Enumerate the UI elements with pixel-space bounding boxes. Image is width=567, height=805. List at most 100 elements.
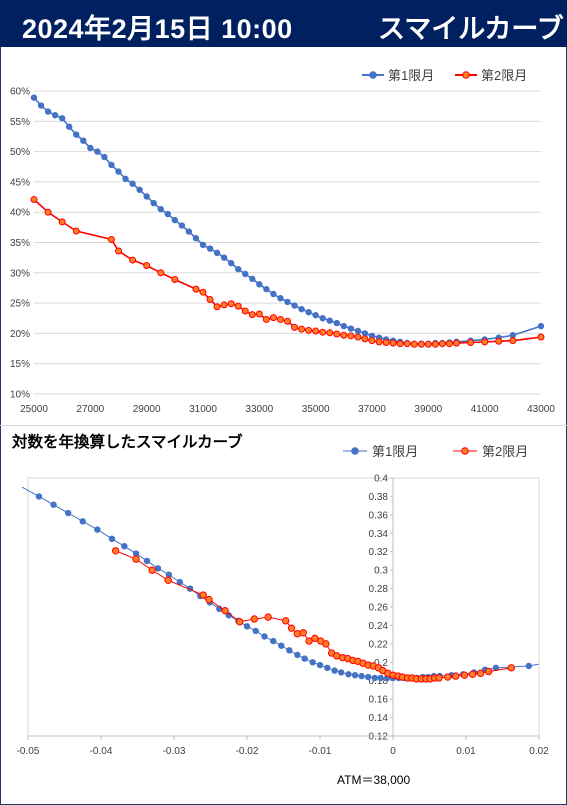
data-point [316, 661, 324, 669]
data-point [377, 674, 384, 682]
data-point [192, 235, 200, 242]
legend-label: 第2限月 [482, 444, 528, 459]
data-point [431, 340, 439, 348]
data-point [424, 340, 432, 348]
data-point [206, 245, 214, 252]
data-point [453, 339, 460, 347]
data-point [375, 338, 383, 346]
data-point [305, 326, 313, 334]
data-point [263, 285, 270, 293]
atm-annotation: ATM＝38,000 [337, 773, 411, 787]
data-point [284, 317, 291, 325]
x-tick-label: -0.01 [309, 746, 332, 757]
data-point [148, 566, 156, 574]
x-tick-label: 0.02 [529, 746, 549, 757]
data-point [299, 629, 307, 637]
data-point [79, 518, 86, 525]
data-point [51, 112, 59, 119]
data-point [192, 285, 200, 293]
data-point [354, 327, 362, 335]
data-point [213, 303, 221, 311]
data-point [115, 168, 122, 175]
data-point [298, 325, 306, 333]
x-tick-label: -0.05 [17, 746, 40, 757]
y-tick-label: 55% [10, 117, 30, 128]
data-point [312, 312, 319, 319]
data-point [287, 624, 296, 632]
data-point [322, 640, 330, 648]
data-point [371, 674, 378, 682]
y-tick-label: 0.22 [369, 639, 389, 650]
data-point [525, 662, 532, 670]
data-point [264, 613, 272, 621]
data-point [269, 314, 277, 322]
y-tick-label: 0.3 [374, 566, 388, 577]
data-point [165, 571, 173, 578]
data-point [354, 333, 362, 341]
data-point [64, 509, 72, 517]
data-point [284, 298, 291, 306]
data-point [270, 290, 277, 298]
data-point [340, 331, 348, 339]
data-point [291, 302, 298, 309]
data-point [319, 315, 326, 322]
data-point [301, 655, 308, 662]
x-tick-label: 29000 [133, 404, 161, 415]
data-point [467, 338, 475, 346]
data-point [286, 647, 293, 654]
y-tick-label: 50% [10, 147, 30, 158]
data-point [227, 300, 235, 308]
legend-label: 第2限月 [481, 68, 527, 83]
data-point [396, 340, 404, 348]
y-tick-label: 45% [10, 177, 30, 188]
data-point [108, 161, 115, 169]
data-point [537, 322, 545, 330]
data-point [305, 637, 313, 645]
data-point [326, 317, 333, 324]
y-tick-label: 0.34 [369, 529, 389, 540]
data-point [410, 340, 418, 348]
x-tick-label: 43000 [527, 404, 555, 415]
data-point [337, 669, 345, 676]
data-point [435, 674, 443, 682]
data-point [249, 275, 256, 283]
data-point [333, 319, 340, 327]
header-banner: 2024年2月15日 10:00 スマイルカーブ [0, 0, 567, 47]
data-point [150, 199, 157, 207]
data-point [94, 148, 101, 155]
y-tick-label: 0.12 [369, 732, 389, 743]
data-point [361, 330, 369, 337]
y-tick-label: 0.2 [374, 658, 388, 669]
y-tick-label: 60% [10, 87, 30, 98]
header-datetime: 2024年2月15日 10:00 [22, 14, 293, 44]
x-tick-label: 39000 [414, 404, 442, 415]
data-point [227, 259, 235, 267]
data-point [129, 180, 136, 187]
y-tick-label: 0.14 [369, 713, 389, 724]
data-point [115, 247, 122, 255]
data-point [445, 340, 453, 348]
data-point [121, 542, 128, 550]
data-point [358, 672, 365, 680]
data-point [277, 295, 284, 302]
data-point [256, 281, 263, 288]
data-point [220, 301, 228, 309]
data-point [171, 275, 179, 283]
data-point [248, 311, 256, 319]
legend-label: 第1限月 [372, 444, 418, 459]
data-point [220, 254, 228, 261]
data-point [250, 615, 259, 623]
data-point [476, 669, 485, 678]
y-tick-label: 35% [10, 238, 30, 249]
data-point [122, 175, 129, 183]
data-point [157, 205, 164, 213]
y-tick-label: 0.36 [369, 510, 389, 521]
y-tick-label: 40% [10, 208, 30, 219]
data-point [213, 249, 221, 257]
data-point [241, 307, 249, 315]
data-point [243, 623, 251, 630]
data-point [484, 667, 493, 676]
data-point [262, 315, 270, 323]
data-point [509, 332, 517, 339]
data-point [94, 526, 101, 533]
